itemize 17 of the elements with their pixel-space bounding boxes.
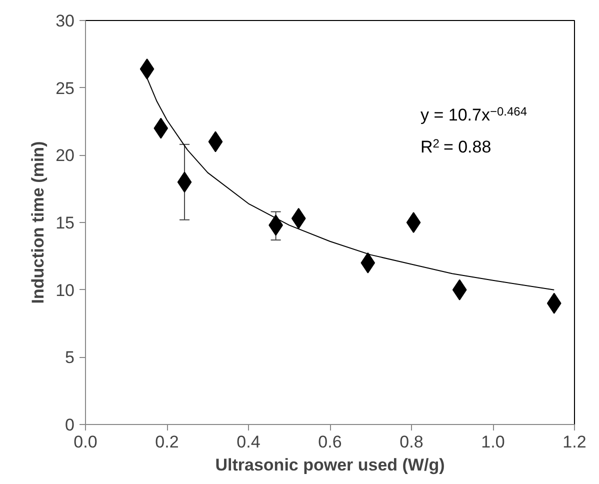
y-tick-label: 5	[65, 348, 75, 368]
y-axis-title: Induction time (min)	[28, 141, 48, 304]
x-tick-label: 1.2	[562, 432, 586, 452]
x-tick-label: 0.0	[74, 432, 98, 452]
x-tick-label: 1.0	[481, 432, 505, 452]
x-tick-label: 0.2	[155, 432, 179, 452]
x-tick-label: 0.6	[318, 432, 342, 452]
y-tick-label: 0	[65, 416, 75, 434]
x-axis-title: Ultrasonic power used (W/g)	[215, 456, 445, 474]
y-tick-label: 30	[56, 12, 75, 30]
y-tick-label: 25	[56, 78, 75, 98]
x-tick-label: 0.8	[400, 432, 424, 452]
x-tick-label: 0.4	[236, 432, 260, 452]
y-tick-label: 20	[56, 146, 75, 166]
y-tick-label: 15	[56, 214, 75, 232]
y-tick-label: 10	[56, 280, 75, 300]
point	[406, 212, 421, 233]
